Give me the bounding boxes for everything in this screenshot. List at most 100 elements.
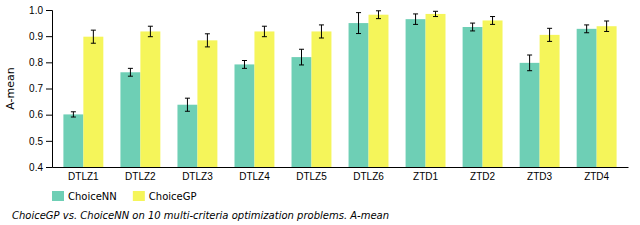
error-cap <box>604 31 609 32</box>
tick-label: 0.5 <box>29 136 43 147</box>
bar <box>234 64 254 167</box>
error-bar <box>470 23 475 31</box>
series <box>83 14 616 167</box>
error-bar <box>185 98 190 111</box>
error-cap <box>433 11 438 12</box>
tick: ZTD2 <box>470 171 495 182</box>
legend-swatch <box>133 191 145 201</box>
error-cap <box>413 13 418 14</box>
error-line <box>73 112 74 117</box>
bar <box>463 27 483 167</box>
error-line <box>606 21 607 31</box>
tick-mark <box>46 167 52 168</box>
tick: 0.7 <box>29 83 52 94</box>
error-cap <box>376 18 381 19</box>
plot: 0.40.50.60.70.80.91.0DTLZ1DTLZ2DTLZ3DTLZ… <box>29 5 628 225</box>
error-line <box>492 17 493 25</box>
error-bar <box>376 11 381 19</box>
error-cap <box>91 30 96 31</box>
error-cap <box>205 33 210 34</box>
tick-label: ZTD4 <box>584 171 609 182</box>
bar <box>369 15 389 167</box>
error-cap <box>490 16 495 17</box>
legend-label: ChoiceNN <box>68 191 117 202</box>
tick: 0.5 <box>29 136 52 147</box>
bar <box>540 35 560 167</box>
tick-label: 0.6 <box>29 109 43 120</box>
error-bar <box>356 13 361 34</box>
error-bar <box>91 30 96 43</box>
error-cap <box>433 16 438 17</box>
error-line <box>130 68 131 76</box>
error-cap <box>262 36 267 37</box>
error-cap <box>376 10 381 11</box>
error-cap <box>148 36 153 37</box>
error-line <box>529 55 530 71</box>
y-axis-title: A-mean <box>4 67 17 109</box>
error-cap <box>356 33 361 34</box>
error-bar <box>527 55 532 71</box>
tick-label: DTLZ6 <box>353 171 384 182</box>
tick: 0.9 <box>29 31 52 42</box>
tick-label: DTLZ5 <box>296 171 327 182</box>
bar <box>406 19 426 167</box>
legend-swatch <box>52 191 64 201</box>
bar <box>177 105 197 167</box>
error-line <box>358 13 359 34</box>
bar <box>197 40 217 167</box>
error-cap <box>185 98 190 99</box>
error-line <box>415 14 416 24</box>
tick: ZTD4 <box>584 171 609 182</box>
tick: DTLZ6 <box>353 171 384 182</box>
error-bar <box>128 68 133 76</box>
error-bar <box>299 49 304 65</box>
error-bar <box>71 112 76 117</box>
tick: DTLZ4 <box>239 171 270 182</box>
tick-mark <box>46 89 52 90</box>
error-cap <box>148 26 153 27</box>
tick-mark <box>46 62 52 63</box>
error-bars <box>91 11 609 47</box>
tick-label: 0.4 <box>29 162 43 173</box>
error-bar <box>242 61 247 69</box>
error-cap <box>319 37 324 38</box>
bar <box>311 31 331 167</box>
tick: 0.6 <box>29 109 52 120</box>
bar <box>140 31 160 167</box>
caption: ChoiceGP vs. ChoiceNN on 10 multi-criter… <box>12 210 389 221</box>
bar <box>83 37 103 167</box>
error-cap <box>319 24 324 25</box>
bar <box>483 20 503 167</box>
error-cap <box>547 41 552 42</box>
error-line <box>244 61 245 69</box>
error-bar <box>205 34 210 47</box>
tick: 0.8 <box>29 57 52 68</box>
tick-label: 0.7 <box>29 83 43 94</box>
error-cap <box>470 23 475 24</box>
error-bar <box>413 14 418 24</box>
error-line <box>378 11 379 19</box>
tick-label: ZTD3 <box>527 171 552 182</box>
tick-mark <box>46 115 52 116</box>
tick: ZTD3 <box>527 171 552 182</box>
bar <box>254 31 274 167</box>
error-cap <box>490 24 495 25</box>
legend: ChoiceNN ChoiceGP <box>52 191 196 202</box>
error-cap <box>242 68 247 69</box>
tick-label: 1.0 <box>29 5 43 16</box>
tick: 0.4 <box>29 162 52 173</box>
error-line <box>586 25 587 33</box>
bar <box>577 29 597 167</box>
tick: ZTD1 <box>413 171 438 182</box>
error-cap <box>91 43 96 44</box>
error-cap <box>242 60 247 61</box>
tick: DTLZ2 <box>125 171 156 182</box>
tick: DTLZ5 <box>296 171 327 182</box>
bar <box>292 57 312 167</box>
tick-label: DTLZ2 <box>125 171 156 182</box>
tick-label: 0.8 <box>29 57 43 68</box>
legend-item: ChoiceGP <box>133 191 197 202</box>
chart: 0.40.50.60.70.80.91.0DTLZ1DTLZ2DTLZ3DTLZ… <box>0 0 640 225</box>
bar <box>520 63 540 167</box>
tick-label: ZTD2 <box>470 171 495 182</box>
